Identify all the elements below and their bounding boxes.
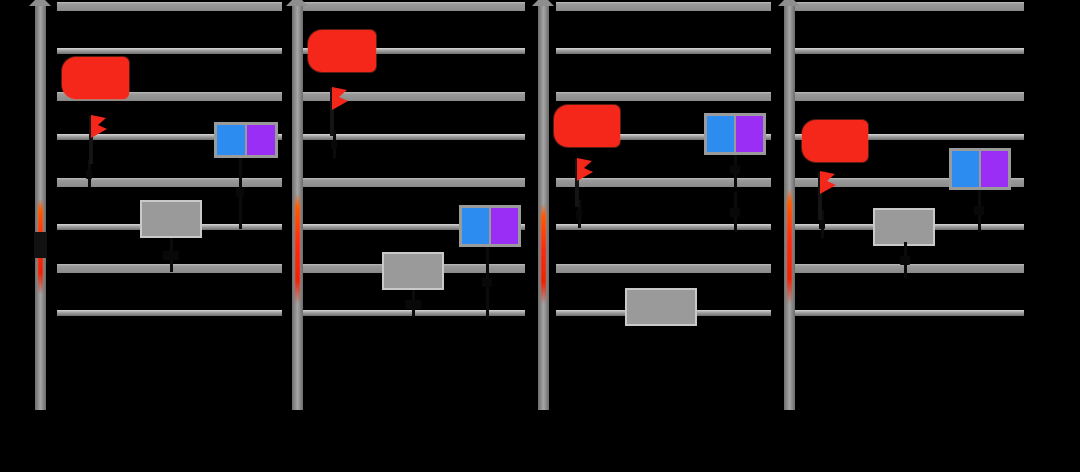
lane-line-4-7 [792, 264, 1024, 273]
connector-g [730, 150, 740, 188]
lane-line-4-8 [792, 310, 1024, 316]
milestone-red-3[interactable] [554, 105, 620, 147]
axis-arrow-icon-3 [532, 0, 554, 6]
panel-2 [280, 0, 525, 472]
connector-a-node [236, 188, 244, 197]
axis-bar-4 [778, 0, 800, 410]
axis-notch-1 [34, 232, 47, 258]
pair-3-purple-cell[interactable] [736, 116, 763, 152]
flag-4-glyph [818, 171, 836, 220]
connector-f-node [331, 140, 337, 149]
axis-bar-2 [286, 0, 308, 410]
axis-bar-3 [532, 0, 554, 410]
lane-line-1-2 [57, 48, 282, 54]
axis-arrow-icon-1 [29, 0, 51, 6]
pair-4[interactable] [949, 148, 1011, 190]
connector-h [730, 192, 740, 232]
axis-progress-marker-4 [787, 189, 792, 304]
flag-3-glyph [575, 158, 593, 207]
connector-f [331, 130, 337, 158]
connector-d-node [482, 278, 492, 287]
axis-bar-1 [29, 0, 51, 410]
milestone-red-1[interactable] [62, 57, 129, 99]
flag-1[interactable] [86, 112, 108, 164]
connector-c-node [86, 170, 92, 179]
pair-4-purple-cell[interactable] [981, 151, 1008, 187]
lane-line-3-5 [556, 178, 771, 187]
lane-line-3-4 [556, 134, 771, 140]
pair-2-purple-cell[interactable] [491, 208, 518, 244]
panel-1 [0, 0, 282, 472]
connector-h-node [730, 208, 740, 217]
task-box-3[interactable] [625, 288, 697, 326]
lane-line-3-6 [556, 224, 771, 230]
connector-a [236, 155, 244, 229]
connector-i-node [576, 210, 582, 219]
pair-3-blue-cell[interactable] [707, 116, 734, 152]
connector-c [86, 160, 92, 188]
lane-line-1-1 [57, 2, 282, 11]
lane-line-4-5 [792, 178, 1024, 187]
lane-line-4-1 [792, 2, 1024, 11]
pair-2[interactable] [459, 205, 521, 247]
connector-g-node [730, 165, 740, 174]
lane-line-2-2 [300, 48, 525, 54]
axis-progress-marker-3 [541, 204, 546, 304]
lane-line-4-2 [792, 48, 1024, 54]
connector-j [974, 188, 984, 232]
lane-line-3-7 [556, 264, 771, 273]
lane-line-4-4 [792, 134, 1024, 140]
milestone-red-2[interactable] [308, 30, 376, 72]
connector-j-node [974, 206, 984, 215]
pair-1-blue-cell[interactable] [217, 125, 245, 155]
lane-line-3-2 [556, 48, 771, 54]
axis-arrow-icon-4 [778, 0, 800, 6]
pair-1-purple-cell[interactable] [247, 125, 275, 155]
lane-line-1-5 [57, 178, 282, 187]
task-box-4[interactable] [873, 208, 935, 246]
milestone-red-4[interactable] [802, 120, 868, 162]
connector-b-node [163, 251, 179, 260]
lane-line-2-5 [300, 178, 525, 187]
flag-2-glyph [330, 87, 348, 136]
task-box-2[interactable] [382, 252, 444, 290]
flag-4[interactable] [815, 168, 837, 220]
lane-line-1-4 [57, 134, 282, 140]
lane-line-1-3 [57, 92, 282, 101]
lane-line-1-8 [57, 310, 282, 316]
connector-e-node [405, 300, 421, 309]
connector-k-node [900, 256, 910, 265]
axis-progress-marker-2 [295, 194, 300, 304]
flag-2[interactable] [327, 84, 349, 136]
lane-line-4-3 [792, 92, 1024, 101]
flag-1-glyph [89, 115, 107, 164]
lane-line-2-1 [300, 2, 525, 11]
connector-k [900, 242, 910, 278]
flag-3[interactable] [572, 155, 594, 207]
lane-line-2-6 [300, 224, 525, 230]
connector-l-node [819, 220, 825, 229]
connector-l [819, 210, 825, 238]
connector-e [405, 290, 421, 318]
connector-b [163, 238, 179, 272]
pair-3[interactable] [704, 113, 766, 155]
pair-2-blue-cell[interactable] [462, 208, 489, 244]
pair-1[interactable] [214, 122, 278, 158]
task-box-1[interactable] [140, 200, 202, 238]
lane-line-2-3 [300, 92, 525, 101]
connector-d [482, 245, 492, 319]
lane-line-3-3 [556, 92, 771, 101]
lane-line-2-4 [300, 134, 525, 140]
connector-i [576, 200, 582, 228]
lane-line-3-1 [556, 2, 771, 11]
axis-arrow-icon-2 [286, 0, 308, 6]
panel-4 [775, 0, 1080, 472]
pair-4-blue-cell[interactable] [952, 151, 979, 187]
panel-3 [525, 0, 775, 472]
